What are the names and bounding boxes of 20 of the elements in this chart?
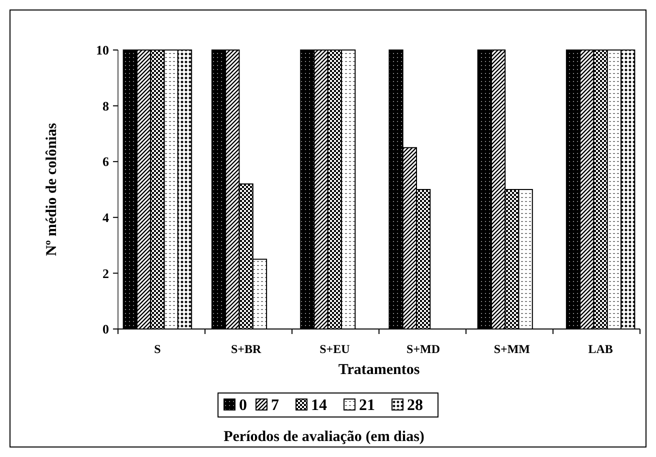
- y-tick-label: 0: [102, 322, 109, 337]
- legend-label: 21: [359, 397, 375, 414]
- x-tick-label: S+EU: [320, 342, 350, 356]
- legend-label: 14: [311, 397, 327, 414]
- legend-title: Períodos de avaliação (em dias): [224, 429, 424, 445]
- legend-label: 28: [407, 397, 423, 414]
- y-tick-label: 2: [102, 266, 109, 281]
- x-tick-label: S: [154, 342, 162, 356]
- x-tick-label: LAB: [588, 342, 613, 356]
- y-tick-label: 6: [102, 154, 110, 170]
- legend-label: 0: [239, 397, 247, 414]
- y-tick-label: 10: [96, 42, 109, 58]
- x-tick-label: S+MD: [406, 342, 440, 356]
- y-tick-label: 8: [102, 98, 110, 114]
- y-tick-label: 4: [102, 210, 110, 225]
- y-axis-title: Nº médio de colônias: [44, 122, 60, 256]
- x-tick-label: S+MM: [494, 342, 530, 356]
- legend-label: 7: [271, 397, 279, 414]
- x-tick-label: S+BR: [230, 342, 262, 356]
- x-axis-title: Tratamentos: [338, 362, 420, 378]
